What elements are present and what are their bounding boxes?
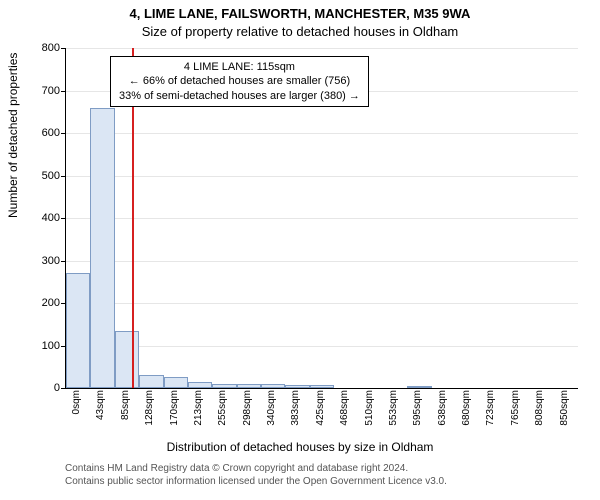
histogram-bar: [237, 384, 261, 388]
xtick-label: 255sqm: [217, 390, 228, 436]
ytick-mark: [61, 261, 65, 262]
footer-line: Contains public sector information licen…: [65, 475, 447, 488]
ytick-label: 200: [20, 297, 60, 309]
xtick-label: 213sqm: [193, 390, 204, 436]
chart-subtitle: Size of property relative to detached ho…: [0, 24, 600, 39]
ytick-label: 100: [20, 340, 60, 352]
xtick-label: 765sqm: [510, 390, 521, 436]
xtick-label: 0sqm: [71, 390, 82, 436]
gridline: [66, 48, 578, 49]
ytick-label: 800: [20, 42, 60, 54]
chart-container: 4, LIME LANE, FAILSWORTH, MANCHESTER, M3…: [0, 0, 600, 500]
ytick-label: 300: [20, 255, 60, 267]
histogram-bar: [310, 385, 334, 388]
gridline: [66, 303, 578, 304]
histogram-bar: [188, 382, 212, 388]
ytick-mark: [61, 388, 65, 389]
xtick-label: 340sqm: [266, 390, 277, 436]
xtick-label: 638sqm: [437, 390, 448, 436]
ytick-label: 700: [20, 85, 60, 97]
gridline: [66, 218, 578, 219]
y-axis-label: Number of detached properties: [6, 53, 20, 218]
ytick-mark: [61, 48, 65, 49]
ytick-mark: [61, 176, 65, 177]
xtick-label: 510sqm: [364, 390, 375, 436]
annotation-line: 33% of semi-detached houses are larger (…: [119, 89, 360, 103]
histogram-bar: [212, 384, 236, 388]
xtick-label: 808sqm: [534, 390, 545, 436]
xtick-label: 850sqm: [559, 390, 570, 436]
footer-line: Contains HM Land Registry data © Crown c…: [65, 462, 447, 475]
footer-attribution: Contains HM Land Registry data © Crown c…: [65, 462, 447, 488]
ytick-label: 0: [20, 382, 60, 394]
histogram-bar: [90, 108, 114, 389]
histogram-bar: [285, 385, 309, 388]
gridline: [66, 133, 578, 134]
histogram-bar: [139, 375, 163, 388]
xtick-label: 680sqm: [461, 390, 472, 436]
xtick-label: 170sqm: [169, 390, 180, 436]
histogram-bar: [407, 386, 431, 388]
histogram-bar: [261, 384, 285, 388]
annotation-line: ← 66% of detached houses are smaller (75…: [119, 74, 360, 88]
xtick-label: 723sqm: [485, 390, 496, 436]
annotation-line: 4 LIME LANE: 115sqm: [119, 60, 360, 74]
ytick-mark: [61, 91, 65, 92]
xtick-label: 553sqm: [388, 390, 399, 436]
gridline: [66, 346, 578, 347]
ytick-label: 500: [20, 170, 60, 182]
xtick-label: 425sqm: [315, 390, 326, 436]
histogram-bar: [66, 273, 90, 388]
ytick-label: 600: [20, 127, 60, 139]
histogram-bar: [115, 331, 139, 388]
xtick-label: 85sqm: [120, 390, 131, 436]
gridline: [66, 261, 578, 262]
xtick-label: 128sqm: [144, 390, 155, 436]
chart-title: 4, LIME LANE, FAILSWORTH, MANCHESTER, M3…: [0, 6, 600, 21]
xtick-label: 43sqm: [95, 390, 106, 436]
ytick-label: 400: [20, 212, 60, 224]
gridline: [66, 176, 578, 177]
x-axis-label: Distribution of detached houses by size …: [0, 440, 600, 454]
annotation-box: 4 LIME LANE: 115sqm ← 66% of detached ho…: [110, 56, 369, 107]
xtick-label: 468sqm: [339, 390, 350, 436]
xtick-label: 383sqm: [290, 390, 301, 436]
ytick-mark: [61, 218, 65, 219]
xtick-label: 595sqm: [412, 390, 423, 436]
xtick-label: 298sqm: [242, 390, 253, 436]
ytick-mark: [61, 346, 65, 347]
ytick-mark: [61, 303, 65, 304]
histogram-bar: [164, 377, 188, 388]
ytick-mark: [61, 133, 65, 134]
